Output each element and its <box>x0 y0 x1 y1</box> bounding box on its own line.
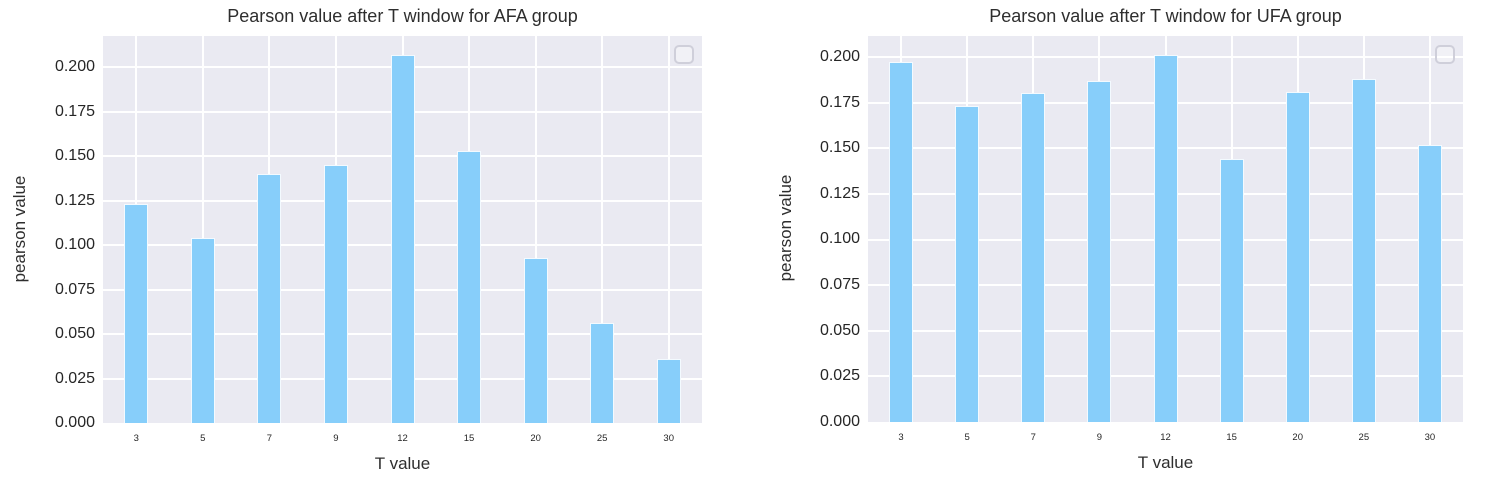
bar <box>323 165 348 423</box>
y-tick-label: 0.100 <box>54 236 95 254</box>
y-tick-label: 0.200 <box>54 58 95 76</box>
x-tick-label: 3 <box>898 432 904 443</box>
y-tick-label: 0.125 <box>54 191 95 209</box>
x-axis-label-afa: T value <box>374 454 431 473</box>
y-tick-label: 0.000 <box>54 414 95 431</box>
y-tick-label: 0.050 <box>819 321 860 339</box>
bar <box>1285 92 1310 422</box>
gridline-vertical <box>601 36 604 423</box>
bar <box>1153 55 1178 422</box>
x-tick-label: 25 <box>596 433 608 444</box>
gridline-vertical <box>534 36 537 423</box>
x-tick-label: 7 <box>266 433 273 444</box>
x-tick-label: 15 <box>463 433 475 444</box>
x-axis-label-ufa: T value <box>1137 453 1194 472</box>
bar <box>889 62 914 422</box>
x-tick-label: 7 <box>1030 432 1036 443</box>
bar <box>190 238 215 423</box>
y-tick-label: 0.200 <box>819 47 860 65</box>
legend-box <box>674 45 694 64</box>
x-tick-label: 20 <box>1292 432 1303 443</box>
bar <box>1021 93 1046 422</box>
x-tick-label: 12 <box>1160 432 1171 443</box>
y-tick-label: 0.100 <box>819 230 860 248</box>
y-tick-label: 0.150 <box>54 147 95 165</box>
x-tick-label: 5 <box>964 432 970 443</box>
x-tick-label: 9 <box>1096 432 1103 443</box>
bar <box>390 55 415 423</box>
y-tick-label: 0.025 <box>54 369 95 387</box>
bar <box>1417 145 1442 422</box>
bar <box>1351 79 1376 422</box>
y-tick-label: 0.075 <box>54 280 95 298</box>
x-tick-label: 9 <box>333 433 339 444</box>
y-tick-label: 0.075 <box>819 276 860 294</box>
x-tick-label: 3 <box>133 433 139 444</box>
y-tick-label: 0.175 <box>54 102 95 120</box>
gridline-vertical <box>667 36 670 423</box>
x-tick-label: 30 <box>663 433 674 444</box>
x-tick-label: 20 <box>530 433 541 444</box>
bar <box>955 106 980 422</box>
bar <box>124 204 149 423</box>
y-tick-label: 0.125 <box>819 184 860 202</box>
x-tick-label: 25 <box>1358 432 1370 443</box>
y-tick-label: 0.025 <box>819 367 860 385</box>
bar <box>523 258 548 423</box>
bar <box>1087 81 1112 422</box>
y-tick-label: 0.175 <box>819 93 860 111</box>
y-tick-label: 0.150 <box>819 139 860 157</box>
bar <box>457 151 482 423</box>
legend-box <box>1435 45 1455 64</box>
x-tick-label: 5 <box>200 433 206 444</box>
x-tick-label: 12 <box>397 433 408 444</box>
chart-title-afa: Pearson value after T window for AFA gro… <box>227 6 578 26</box>
x-tick-label: 30 <box>1424 432 1436 443</box>
x-tick-label: 15 <box>1226 432 1237 443</box>
gridline-vertical <box>201 36 204 423</box>
chart-title-ufa: Pearson value after T window for UFA gro… <box>989 6 1342 26</box>
y-tick-label: 0.000 <box>819 413 860 430</box>
y-tick-label: 0.050 <box>54 325 95 343</box>
plot-area-ufa <box>868 36 1463 422</box>
bar <box>1219 159 1244 422</box>
plot-area-afa <box>103 36 702 423</box>
bar <box>257 174 282 423</box>
bar <box>656 359 681 423</box>
bar <box>590 323 615 423</box>
